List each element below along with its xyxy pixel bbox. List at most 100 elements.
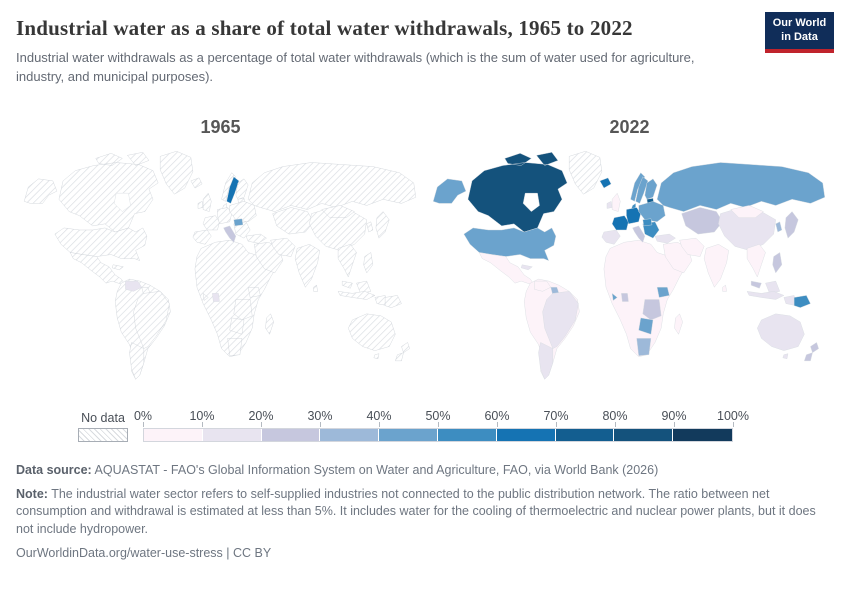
country-balkans[interactable] [642, 221, 660, 239]
country-indochina[interactable] [337, 243, 357, 277]
country-germany[interactable] [217, 206, 232, 224]
country-france[interactable] [611, 215, 629, 230]
country-brazil[interactable] [542, 290, 579, 349]
country-cuba[interactable] [520, 264, 533, 270]
country-hungary[interactable] [642, 218, 653, 226]
legend-bin-90-100[interactable] [673, 429, 732, 442]
country-turkey[interactable] [654, 233, 676, 244]
legend-bin-0-10[interactable] [144, 429, 203, 442]
legend-bin-20-30[interactable] [261, 429, 321, 442]
owid-logo[interactable]: Our World in Data [765, 12, 834, 53]
country-venezuela[interactable] [125, 280, 142, 292]
country-sweden[interactable] [226, 176, 240, 204]
country-tasmania[interactable] [373, 353, 380, 359]
country-india[interactable] [703, 243, 729, 288]
country-tasmania[interactable] [782, 353, 789, 359]
country-liberia[interactable] [611, 292, 618, 301]
country-malaysia[interactable] [341, 280, 353, 289]
legend-bin-30-40[interactable] [320, 429, 380, 442]
country-argentina[interactable] [538, 341, 554, 380]
country-germany[interactable] [626, 206, 641, 224]
country-japan[interactable] [784, 211, 799, 239]
country-canada[interactable] [467, 151, 568, 232]
country-angola[interactable] [229, 317, 245, 335]
country-drc[interactable] [642, 298, 662, 320]
country-korea[interactable] [775, 221, 783, 232]
country-usa[interactable] [54, 227, 148, 261]
country-japan[interactable] [375, 211, 390, 239]
country-greenland[interactable] [568, 150, 603, 195]
country-centralasia[interactable] [272, 206, 314, 234]
country-greenland[interactable] [159, 150, 194, 195]
country-southafrica[interactable] [636, 337, 652, 356]
country-russia[interactable] [656, 161, 825, 212]
country-philippines[interactable] [772, 251, 783, 273]
legend-bin-80-90[interactable] [614, 429, 674, 442]
country-korea[interactable] [366, 221, 374, 232]
no-data-hatch-swatch[interactable] [78, 428, 128, 443]
country-turkey[interactable] [245, 233, 267, 244]
country-nz[interactable] [395, 341, 410, 361]
country-italy[interactable] [632, 225, 646, 243]
country-malaysia[interactable] [750, 280, 762, 289]
country-png[interactable] [384, 294, 402, 308]
country-png[interactable] [793, 294, 811, 308]
country-france[interactable] [202, 215, 220, 230]
country-argentina[interactable] [129, 341, 145, 380]
country-sweden[interactable] [635, 176, 649, 204]
country-norway[interactable] [630, 172, 646, 202]
country-srilanka[interactable] [722, 284, 727, 292]
country-borneo[interactable] [765, 280, 781, 294]
country-ireland[interactable] [606, 200, 613, 209]
legend-bin-40-50[interactable] [379, 429, 438, 442]
country-nz[interactable] [804, 341, 819, 361]
country-indonesia[interactable] [337, 290, 376, 300]
legend-bin-10-20[interactable] [202, 429, 262, 442]
country-southafrica[interactable] [227, 337, 243, 356]
country-ghana[interactable] [621, 292, 629, 302]
country-alaska[interactable] [432, 178, 467, 204]
country-philippines[interactable] [363, 251, 374, 273]
legend-bin-70-80[interactable] [555, 429, 615, 442]
country-mongolia[interactable] [321, 204, 355, 218]
country-iran[interactable] [270, 237, 296, 257]
country-easteurope[interactable] [229, 200, 257, 222]
country-ireland[interactable] [197, 200, 204, 209]
country-uk[interactable] [202, 192, 212, 212]
country-africa[interactable] [603, 239, 686, 357]
country-indonesia[interactable] [746, 290, 785, 300]
country-iberia[interactable] [192, 229, 212, 245]
country-africa[interactable] [194, 239, 277, 357]
country-russia[interactable] [247, 161, 416, 212]
country-southsudan[interactable] [247, 286, 261, 298]
country-iran[interactable] [679, 237, 705, 257]
country-canada[interactable] [58, 151, 159, 232]
country-italy[interactable] [223, 225, 237, 243]
country-mongolia[interactable] [730, 204, 764, 218]
country-iberia[interactable] [601, 229, 621, 245]
country-angola[interactable] [638, 317, 654, 335]
country-easteurope[interactable] [638, 200, 666, 222]
country-iceland[interactable] [190, 177, 203, 188]
country-hungary[interactable] [233, 218, 244, 226]
citation-link[interactable]: OurWorldinData.org/water-use-stress | CC… [16, 546, 272, 561]
country-iceland[interactable] [599, 177, 612, 188]
legend-bin-50-60[interactable] [437, 429, 497, 442]
country-uk[interactable] [611, 192, 621, 212]
country-norway[interactable] [221, 172, 237, 202]
country-madagascar[interactable] [674, 313, 683, 335]
country-usa[interactable] [463, 227, 557, 261]
country-australia[interactable] [348, 313, 396, 351]
country-venezuela[interactable] [534, 280, 551, 292]
country-australia[interactable] [757, 313, 805, 351]
country-liberia[interactable] [202, 292, 209, 301]
country-drc[interactable] [233, 298, 253, 320]
country-centralasia[interactable] [681, 206, 723, 234]
country-brazil[interactable] [133, 290, 170, 349]
country-cuba[interactable] [111, 264, 124, 270]
country-borneo[interactable] [356, 280, 372, 294]
country-indochina[interactable] [746, 243, 766, 277]
country-southsudan[interactable] [656, 286, 670, 298]
legend-bin-60-70[interactable] [496, 429, 556, 442]
country-balkans[interactable] [233, 221, 251, 239]
